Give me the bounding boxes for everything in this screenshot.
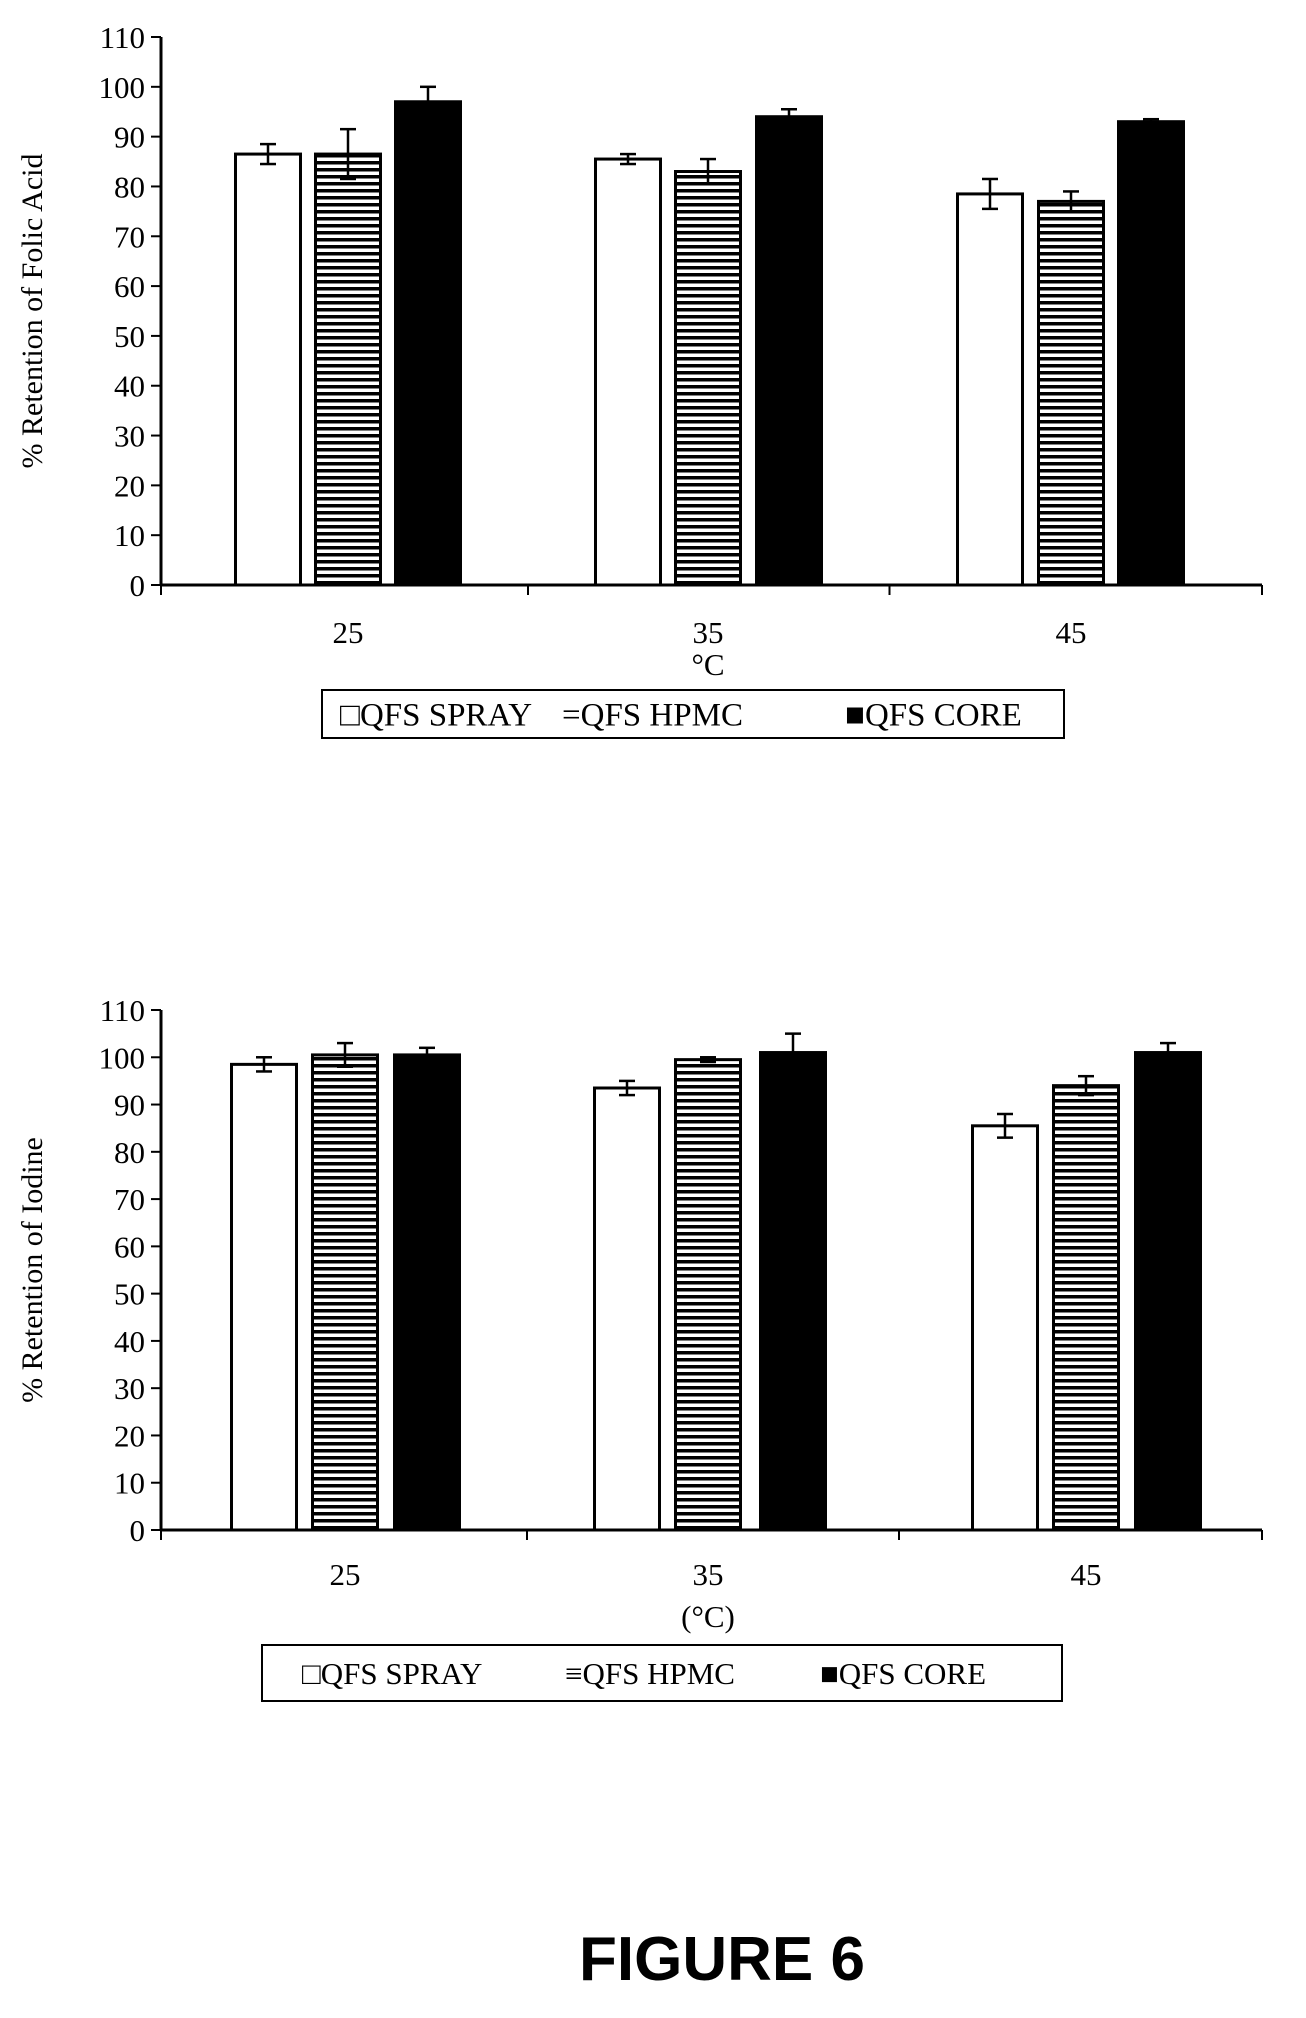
- y-tick-label: 60: [114, 1229, 145, 1264]
- x-tick-label: 25: [330, 1557, 361, 1592]
- y-tick-label: 30: [114, 1371, 145, 1406]
- y-tick-label: 90: [114, 1088, 145, 1123]
- y-tick-label: 50: [114, 1277, 145, 1312]
- x-tick-label: 35: [693, 615, 724, 650]
- y-tick-label: 110: [100, 993, 145, 1028]
- legend-entry: ■QFS CORE: [845, 698, 1022, 734]
- legend-entry: □QFS SPRAY: [302, 1656, 482, 1691]
- legend-entry: ■QFS CORE: [820, 1656, 986, 1691]
- y-tick-label: 0: [130, 568, 146, 603]
- bar: [311, 1053, 379, 1532]
- y-tick-label: 50: [114, 319, 145, 354]
- legend-entry: □QFS SPRAY: [340, 698, 532, 734]
- y-tick-label: 40: [114, 369, 145, 404]
- y-tick-label: 90: [114, 120, 145, 155]
- figure-caption: FIGURE 6: [579, 1925, 865, 1994]
- y-tick-label: 40: [114, 1324, 145, 1359]
- legend-marker: =: [562, 698, 581, 734]
- x-tick-label: 45: [1071, 1557, 1102, 1592]
- legend-entry: ≡QFS HPMC: [565, 1656, 735, 1691]
- bar: [956, 192, 1024, 587]
- y-tick-label: 10: [114, 1466, 145, 1501]
- bar: [1037, 199, 1105, 587]
- legend-label: QFS CORE: [865, 698, 1022, 734]
- bar: [755, 115, 823, 587]
- bar: [674, 1058, 742, 1532]
- x-tick-label: 25: [333, 615, 364, 650]
- y-tick-label: 80: [114, 1135, 145, 1170]
- y-tick-label: 30: [114, 419, 145, 454]
- y-tick-label: 110: [100, 20, 145, 55]
- x-tick-label: 45: [1056, 615, 1087, 650]
- legend-entry: =QFS HPMC: [562, 698, 743, 734]
- bar: [393, 1053, 461, 1532]
- folic-acid-chart: 0 10 20 30 40 50 60 70 80 90 100 110 25 35 45 °C % Reten…: [16, 20, 1263, 739]
- bar: [234, 152, 302, 587]
- y-tick-label: 80: [114, 169, 145, 204]
- y-tick-label: 0: [130, 1513, 146, 1548]
- legend-box: [321, 689, 1065, 739]
- y-tick-label: 70: [114, 1182, 145, 1217]
- bar: [230, 1062, 298, 1532]
- legend-label: QFS HPMC: [581, 698, 743, 734]
- y-tick-label: 100: [99, 1040, 146, 1075]
- bar: [1134, 1051, 1202, 1532]
- bar: [971, 1124, 1039, 1532]
- y-axis-label: % Retention of Folic Acid: [16, 154, 49, 469]
- legend-label: QFS SPRAY: [360, 698, 532, 734]
- legend-marker: ≡: [565, 1656, 582, 1691]
- y-tick-label: 60: [114, 269, 145, 304]
- bar: [593, 1086, 661, 1532]
- legend-label: QFS HPMC: [582, 1656, 735, 1691]
- legend-label: QFS SPRAY: [321, 1656, 483, 1691]
- bar: [314, 152, 382, 587]
- bar: [594, 157, 662, 587]
- y-tick-label: 100: [99, 70, 146, 105]
- legend-marker: □: [340, 698, 360, 734]
- legend-marker: ■: [820, 1656, 839, 1691]
- bar: [674, 170, 742, 587]
- x-tick-label: 35: [693, 1557, 724, 1592]
- y-tick-label: 70: [114, 219, 145, 254]
- x-axis-label: °C: [691, 647, 724, 682]
- legend-box: [261, 1644, 1063, 1702]
- legend-marker: □: [302, 1656, 321, 1691]
- bar: [1052, 1084, 1120, 1532]
- x-axis-label: (°C): [681, 1599, 735, 1634]
- legend-marker: ■: [845, 698, 865, 734]
- iodine-chart: 0 10 20 30 40 50 60 70 80 90 100 110 25 35 45 (°C) % Ret…: [16, 993, 1263, 1702]
- y-tick-label: 10: [114, 518, 145, 553]
- bar: [1117, 120, 1185, 587]
- bar: [394, 100, 462, 587]
- y-tick-label: 20: [114, 1418, 145, 1453]
- y-tick-label: 20: [114, 468, 145, 503]
- y-axis-label: % Retention of Iodine: [16, 1137, 49, 1403]
- bar: [759, 1051, 827, 1532]
- legend-label: QFS CORE: [839, 1656, 986, 1691]
